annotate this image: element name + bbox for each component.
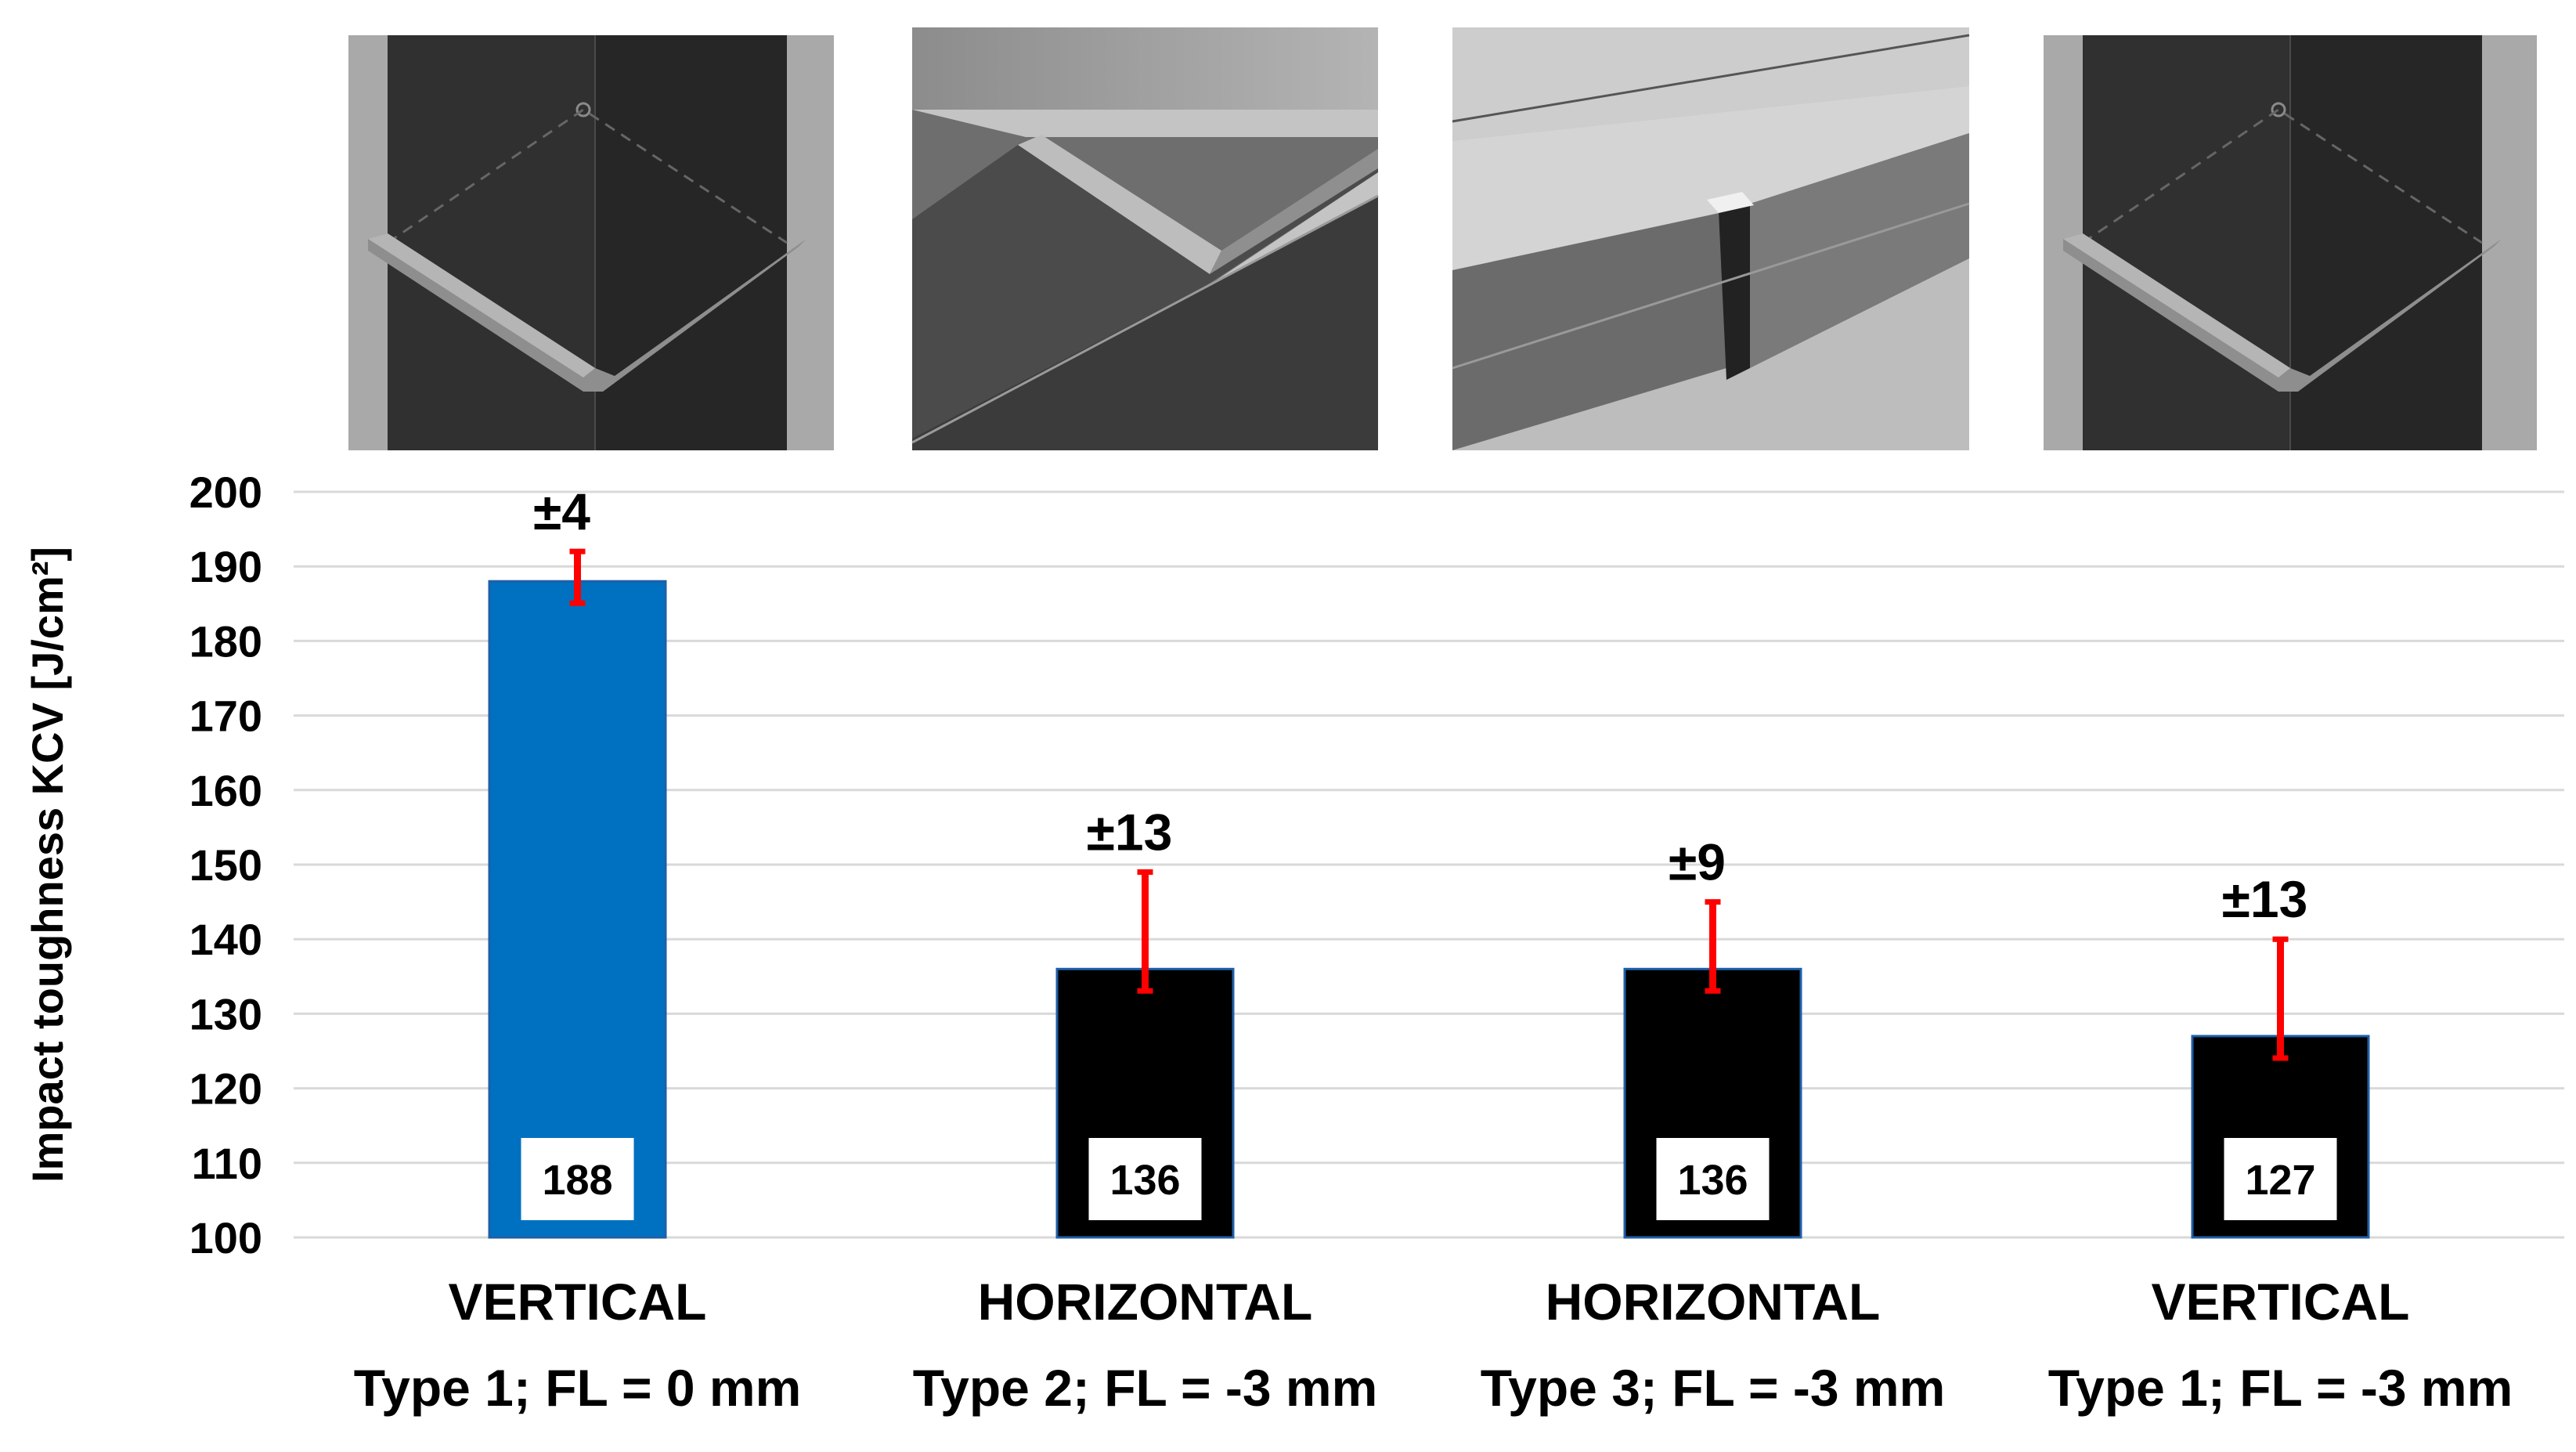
y-tick-label: 100 [189, 1213, 262, 1262]
category-label-line-2: Type 1; FL = -3 mm [2048, 1359, 2513, 1417]
category-label-line-1: VERTICAL [449, 1273, 707, 1331]
value-label-box [521, 1138, 634, 1220]
value-label-box [1088, 1138, 1202, 1220]
y-tick-label: 150 [189, 840, 262, 890]
bar [1055, 967, 1235, 1239]
y-axis-ticks: 100 110 120 130 140 150 160 170 180 190 200 [189, 468, 262, 1262]
category-label-line-1: HORIZONTAL [978, 1273, 1313, 1331]
error-label: ±9 [1669, 833, 1726, 891]
y-tick-label: 170 [189, 692, 262, 741]
category-label-line-1: VERTICAL [2152, 1273, 2410, 1331]
value-label: 136 [1677, 1157, 1748, 1204]
y-tick-label: 180 [189, 616, 262, 666]
gridlines [294, 490, 2564, 1239]
category-label-line-2: Type 2; FL = -3 mm [913, 1359, 1378, 1417]
y-tick-label: 120 [189, 1064, 262, 1114]
error-label: ±13 [2222, 870, 2308, 928]
value-label-box [1656, 1138, 1770, 1220]
specimen-thumbnail-3 [1452, 27, 1970, 450]
error-label: ±4 [533, 482, 590, 540]
bars: ±4 188 ±13 136 ±9 136 ±13 127 [488, 482, 2370, 1239]
specimen-thumbnail-4 [2044, 35, 2537, 450]
y-axis-title: Impact toughness KCV [J/cm²] [23, 547, 72, 1183]
category-label-line-2: Type 1; FL = 0 mm [354, 1359, 802, 1417]
y-tick-label: 140 [189, 915, 262, 964]
category-label-line-1: HORIZONTAL [1546, 1273, 1881, 1331]
y-tick-label: 110 [192, 1139, 262, 1188]
error-label: ±13 [1087, 804, 1173, 861]
value-label-box [2224, 1138, 2337, 1220]
y-tick-label: 190 [189, 542, 262, 591]
specimen-thumbnail-1 [348, 35, 834, 450]
value-label: 188 [542, 1157, 612, 1204]
y-tick-label: 160 [189, 766, 262, 815]
value-label: 136 [1109, 1157, 1180, 1204]
bar [488, 580, 667, 1239]
specimen-thumbnail-2 [911, 27, 1379, 450]
category-label-line-2: Type 3; FL = -3 mm [1481, 1359, 1946, 1417]
y-tick-label: 130 [189, 989, 262, 1038]
y-tick-label: 200 [189, 468, 262, 517]
category-labels: VERTICAL Type 1; FL = 0 mm HORIZONTAL Type … [354, 1273, 2513, 1417]
value-label: 127 [2245, 1157, 2315, 1204]
